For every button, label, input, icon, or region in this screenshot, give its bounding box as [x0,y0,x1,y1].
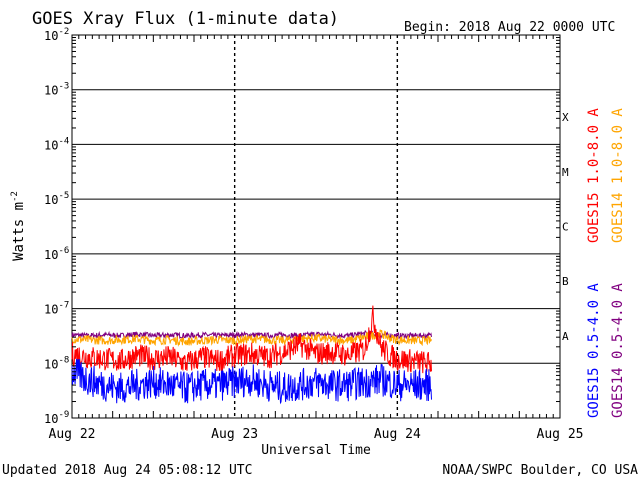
chart-title: GOES Xray Flux (1-minute data) [32,9,339,29]
y-axis-label: Watts m-2 [10,191,27,261]
flare-class-label: M [562,166,569,179]
legend-col-1: GOES15 1.0-8.0 A [586,108,602,243]
y-tick-label: 10-4 [44,136,69,152]
x-tick-label: Aug 23 [211,427,258,442]
y-tick-label-base: 10 [44,357,58,371]
y-tick-label: 10-7 [44,301,69,317]
legend: GOES15 1.0-8.0 A GOES14 1.0-8.0 A GOES15 0… [586,108,626,418]
legend-col-4: GOES14 0.5-4.0 A [610,283,626,418]
y-tick-label-base: 10 [44,412,58,426]
y-axis-label-base: Watts m [11,202,27,261]
x-tick-label: Aug 22 [49,427,96,442]
y-tick-label-exp: -2 [58,27,69,37]
legend-entry: GOES14 0.5-4.0 A [610,283,626,418]
footer-credit: NOAA/SWPC Boulder, CO USA [442,463,638,478]
y-tick-label: 10-3 [44,82,69,98]
y-tick-label: 10-9 [44,410,69,426]
flare-class-label: X [562,111,569,124]
y-tick-label-base: 10 [44,303,58,317]
y-tick-label: 10-8 [44,355,69,371]
y-tick-label-exp: -7 [58,301,69,311]
y-tick-label-base: 10 [44,248,58,262]
y-axis: 10-210-310-410-510-610-710-810-9 [44,27,560,426]
y-tick-label-base: 10 [44,193,58,207]
flare-class-labels: X M C B A [562,111,569,343]
series-line [71,358,432,405]
x-tick-label: Aug 24 [374,427,421,442]
x-tick-label: Aug 25 [537,427,584,442]
series-line [71,305,432,374]
y-axis-label-exp: -2 [10,191,20,202]
legend-col-2: GOES14 1.0-8.0 A [610,108,626,243]
begin-label: Begin: 2018 Aug 22 0000 UTC [404,20,615,35]
y-tick-label-base: 10 [44,84,58,98]
legend-entry: GOES14 1.0-8.0 A [610,108,626,243]
y-tick-label-base: 10 [44,29,58,43]
flare-class-label: B [562,275,569,288]
legend-entry: GOES15 0.5-4.0 A [586,283,602,418]
x-axis: Aug 22 Aug 23 Aug 24 Aug 25 [49,35,584,442]
y-tick-label: 10-5 [44,191,69,207]
series-layer [71,305,432,405]
y-tick-label: 10-2 [44,27,69,43]
legend-col-3: GOES15 0.5-4.0 A [586,283,602,418]
series-line [71,329,432,347]
y-tick-label-base: 10 [44,138,58,152]
y-tick-label: 10-6 [44,246,69,262]
y-tick-label-exp: -5 [58,191,69,201]
y-tick-label-exp: -9 [58,410,69,420]
flare-class-label: A [562,330,569,343]
footer-updated: Updated 2018 Aug 24 05:08:12 UTC [2,463,252,478]
x-axis-label: Universal Time [261,443,371,458]
y-tick-label-exp: -6 [58,246,69,256]
y-tick-label-exp: -8 [58,355,69,365]
legend-entry: GOES15 1.0-8.0 A [586,108,602,243]
y-tick-label-exp: -4 [58,136,69,146]
flare-class-label: C [562,221,569,234]
y-tick-label-exp: -3 [58,82,69,92]
